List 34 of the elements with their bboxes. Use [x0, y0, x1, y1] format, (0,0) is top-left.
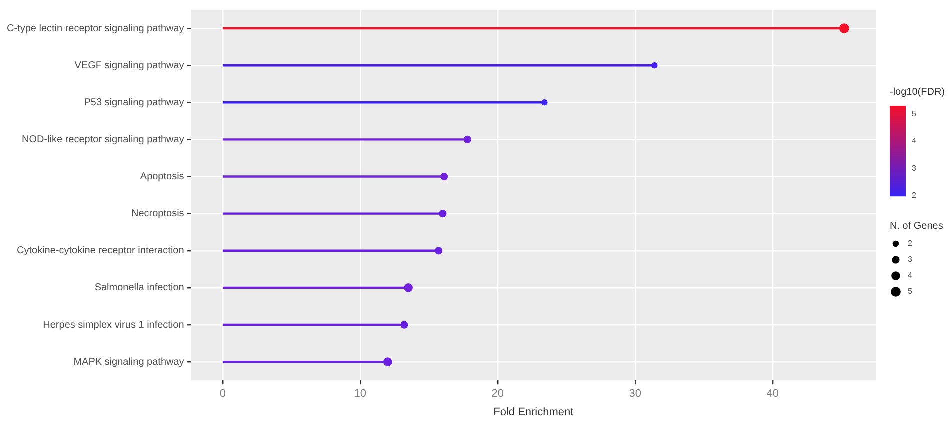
color-bar-label: 5 — [912, 109, 917, 118]
x-axis-title: Fold Enrichment — [494, 406, 574, 418]
point — [434, 247, 443, 255]
point — [404, 284, 413, 292]
point — [464, 136, 472, 144]
y-tick-label: Cytokine-cytokine receptor interaction — [17, 246, 184, 257]
y-tick-label: MAPK signaling pathway — [74, 356, 184, 368]
x-tick-label: 20 — [492, 388, 504, 400]
legend-label: 5 — [908, 287, 913, 296]
y-tick-label: Necroptosis — [132, 208, 184, 220]
x-tick-label: 10 — [354, 388, 367, 400]
point — [652, 62, 658, 69]
y-tick-label: Herpes simplex virus 1 infection — [43, 320, 184, 331]
legend-title: N. of Genes — [890, 220, 944, 232]
legend-label: 2 — [908, 239, 913, 248]
x-tick-label: 0 — [220, 388, 226, 400]
color-bar-title: -log10(FDR) — [890, 86, 946, 98]
point — [384, 358, 392, 366]
y-tick-label: Salmonella infection — [94, 282, 184, 294]
legend-label: 4 — [908, 271, 913, 280]
y-tick-label: Apoptosis — [140, 172, 184, 183]
color-bar-label: 2 — [912, 191, 917, 200]
point — [400, 321, 408, 329]
legend-label: 3 — [908, 255, 913, 264]
y-tick-label: NOD-like receptor signaling pathway — [22, 134, 184, 146]
point — [440, 172, 448, 181]
y-tick-label: C-type lectin receptor signaling pathway — [6, 23, 184, 34]
color-bar-label: 3 — [912, 164, 917, 173]
color-bar-label: 4 — [912, 136, 917, 146]
y-tick-label: VEGF signaling pathway — [74, 60, 184, 72]
point — [439, 210, 447, 218]
x-tick-label: 40 — [766, 388, 780, 400]
x-tick-label: 30 — [629, 388, 642, 400]
y-tick-label: P53 signaling pathway — [84, 97, 184, 108]
